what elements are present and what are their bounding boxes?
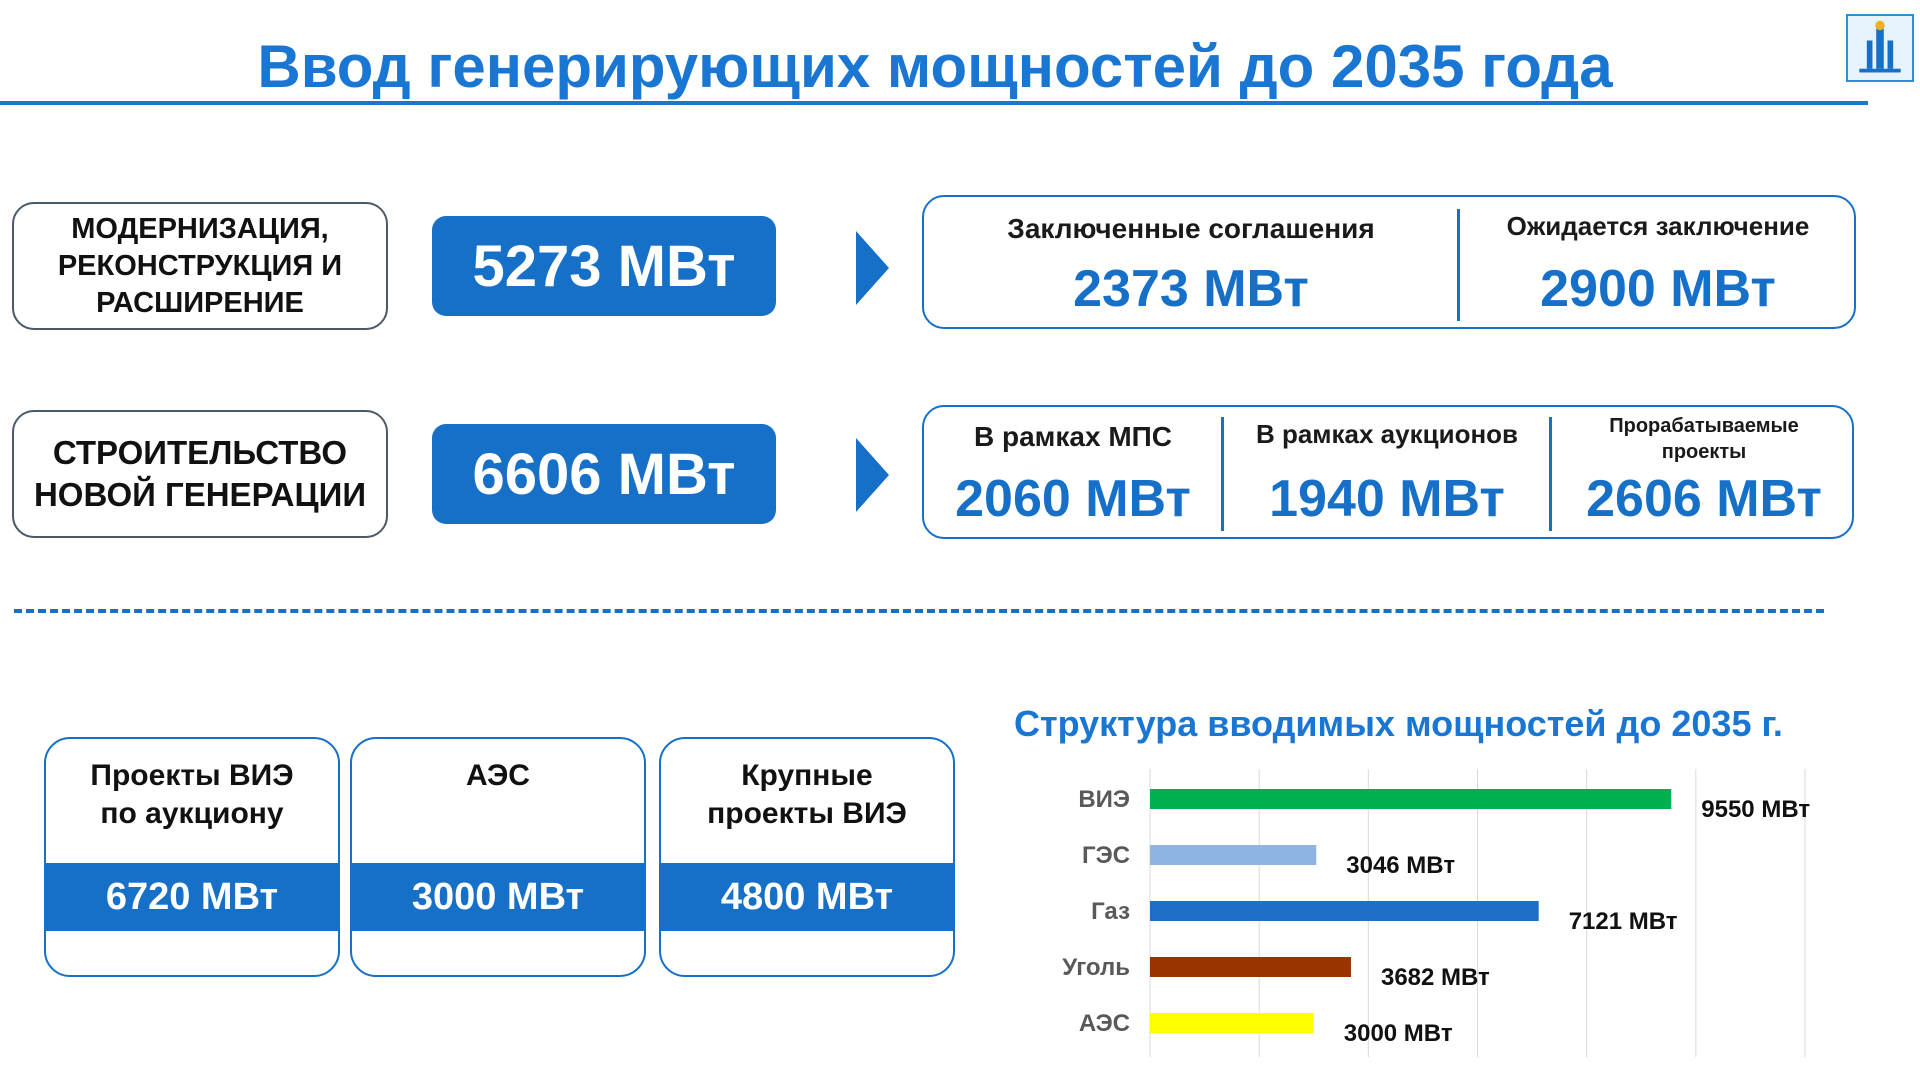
card-title-line: АЭС <box>466 759 530 792</box>
title-underline <box>0 101 1868 105</box>
card-value: 6720 МВт <box>46 863 338 931</box>
card-npp: АЭС 3000 МВт <box>350 737 646 977</box>
construction-total: 6606 МВт <box>432 424 776 524</box>
construction-label-line: СТРОИТЕЛЬСТВО <box>52 434 348 471</box>
modernization-label-line: МОДЕРНИЗАЦИЯ, <box>71 212 329 245</box>
segment-divider <box>1549 417 1552 531</box>
card-value: 3000 МВт <box>352 863 644 931</box>
segment-value: 2060 МВт <box>955 470 1191 528</box>
chart-bar <box>1150 957 1351 977</box>
card-title-line: по аукциону <box>100 797 284 830</box>
segment-label: Заключенные соглашения <box>1007 213 1375 244</box>
segment-value: 2606 МВт <box>1586 470 1822 528</box>
card-res-auction: Проекты ВИЭ по аукциону 6720 МВт <box>44 737 340 977</box>
chart-data-label: 3000 МВт <box>1344 1020 1453 1047</box>
chart-category-label: Уголь <box>1062 954 1130 981</box>
building-emblem-icon <box>1846 14 1914 82</box>
segment-label: В рамках аукционов <box>1255 419 1519 449</box>
page-title: Ввод генерирующих мощностей до 2035 года <box>257 33 1613 100</box>
segment-label: Ожидается заключение <box>1506 211 1810 241</box>
chart-category-label: ВИЭ <box>1078 786 1130 813</box>
construction-label-box: СТРОИТЕЛЬСТВО НОВОЙ ГЕНЕРАЦИИ <box>12 410 388 538</box>
segment-value: 2900 МВт <box>1540 260 1776 318</box>
segment-divider <box>1457 209 1460 321</box>
modernization-total: 5273 МВт <box>432 216 776 316</box>
construction-breakdown: В рамках МПС 2060 МВт В рамках аукционов… <box>922 405 1854 539</box>
chart-data-label: 3682 МВт <box>1381 964 1490 991</box>
chart-category-label: АЭС <box>1079 1010 1130 1037</box>
segment-label: В рамках МПС <box>974 421 1172 452</box>
segment-value: 2373 МВт <box>1073 260 1309 318</box>
chart-bar <box>1150 845 1317 865</box>
chevron-right-icon <box>856 231 889 305</box>
modernization-label-line: РАСШИРЕНИЕ <box>96 286 304 319</box>
chart-data-label: 9550 МВт <box>1701 796 1810 823</box>
chart-bar <box>1150 789 1672 809</box>
chart-bar <box>1150 1013 1314 1033</box>
card-title-line: Крупные <box>741 759 873 792</box>
card-large-res: Крупные проекты ВИЭ 4800 МВт <box>659 737 955 977</box>
segment-value: 1940 МВт <box>1269 470 1505 528</box>
chart-category-label: Газ <box>1091 898 1130 925</box>
segment-label: Прорабатываемые проекты <box>1609 415 1799 463</box>
chevron-right-icon <box>856 438 889 512</box>
chart-title: Структура вводимых мощностей до 2035 г. <box>1014 703 1783 744</box>
modernization-label-line: РЕКОНСТРУКЦИЯ И <box>57 249 343 282</box>
construction-label-line: НОВОЙ ГЕНЕРАЦИИ <box>33 476 367 513</box>
capacity-bar-chart: ВИЭ 9550 МВт ГЭС 3046 МВт Газ 7121 МВт Уголь 36… <box>1062 769 1810 1057</box>
card-value: 4800 МВт <box>661 863 953 931</box>
modernization-label-box: МОДЕРНИЗАЦИЯ, РЕКОНСТРУКЦИЯ И РАСШИРЕНИЕ <box>12 202 388 330</box>
card-title-line: проекты ВИЭ <box>707 797 907 830</box>
modernization-breakdown: Заключенные соглашения 2373 МВт Ожидаетс… <box>922 195 1856 329</box>
section-divider <box>14 609 1824 613</box>
chart-data-label: 7121 МВт <box>1569 908 1678 935</box>
card-title-line: Проекты ВИЭ <box>90 759 294 792</box>
chart-category-label: ГЭС <box>1082 842 1130 869</box>
chart-data-label: 3046 МВт <box>1346 852 1455 879</box>
chart-bar <box>1150 901 1539 921</box>
segment-divider <box>1221 417 1224 531</box>
